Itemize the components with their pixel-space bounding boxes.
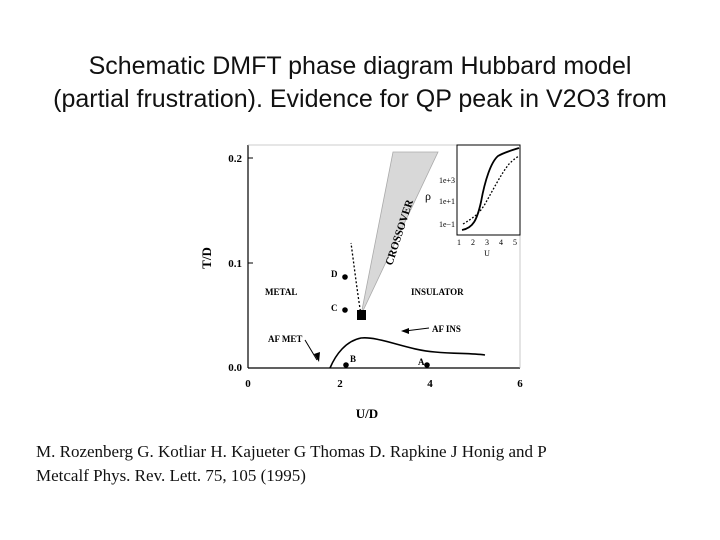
arrow-head xyxy=(314,352,320,362)
caption-line-1: M. Rozenberg G. Kotliar H. Kajueter G Th… xyxy=(36,442,547,461)
point-c-label: C xyxy=(331,303,338,313)
point-d-label: D xyxy=(331,269,338,279)
inset-frame xyxy=(456,144,521,236)
phase-diagram-svg: 0.2 0.1 0.0 0 2 4 6 T/D U/D CROSSOVER ME… xyxy=(199,144,523,421)
point-d xyxy=(342,274,348,280)
inset-y-tick: 1e+1 xyxy=(439,197,455,206)
y-tick-label: 0.0 xyxy=(228,362,242,374)
y-axis-label: T/D xyxy=(199,247,214,269)
slide-title: Schematic DMFT phase diagram Hubbard mod… xyxy=(0,50,720,116)
insulator-label: INSULATOR xyxy=(411,287,464,297)
af-boundary-curve xyxy=(329,337,486,369)
inset-x-tick: 2 xyxy=(471,238,475,247)
x-axis-label: U/D xyxy=(356,406,378,421)
inset-y-tick: 1e+3 xyxy=(439,176,455,185)
x-tick-label: 6 xyxy=(517,378,523,390)
inset-x-tick: 5 xyxy=(513,238,517,247)
af-met-label: AF MET xyxy=(268,334,302,344)
af-ins-label: AF INS xyxy=(432,324,461,334)
y-tick-label: 0.1 xyxy=(228,258,242,270)
point-a-label: A xyxy=(418,357,425,367)
x-tick-label: 0 xyxy=(245,378,251,390)
inset-x-label: U xyxy=(484,249,490,258)
inset-dotted-curve xyxy=(462,155,520,225)
inset-y-label: ρ xyxy=(425,189,431,203)
point-b-label: B xyxy=(350,354,356,364)
x-tick-label: 2 xyxy=(337,378,343,390)
inset-x-tick: 4 xyxy=(499,238,503,247)
point-a xyxy=(424,362,430,368)
y-tick-label: 0.2 xyxy=(228,153,242,165)
af-met-arrow xyxy=(304,339,318,361)
title-line-1: Schematic DMFT phase diagram Hubbard mod… xyxy=(88,52,632,80)
arrow-head xyxy=(401,328,409,334)
title-line-2: (partial frustration). Evidence for QP p… xyxy=(53,85,667,113)
point-c xyxy=(342,307,348,313)
metal-label: METAL xyxy=(265,287,297,297)
inset-y-tick: 1e−1 xyxy=(439,220,455,229)
point-b xyxy=(343,362,349,368)
crossover-wedge xyxy=(360,151,439,316)
critical-point xyxy=(357,310,366,320)
inset-solid-curve xyxy=(461,147,520,231)
first-order-line xyxy=(350,242,362,316)
inset-x-tick: 1 xyxy=(457,238,461,247)
phase-diagram-figure: 0.2 0.1 0.0 0 2 4 6 T/D U/D CROSSOVER ME… xyxy=(195,140,535,425)
caption-line-2: Metcalf Phys. Rev. Lett. 75, 105 (1995) xyxy=(36,466,306,485)
x-tick-label: 4 xyxy=(427,378,433,390)
inset-x-tick: 3 xyxy=(485,238,489,247)
reference-caption: M. Rozenberg G. Kotliar H. Kajueter G Th… xyxy=(36,440,696,488)
